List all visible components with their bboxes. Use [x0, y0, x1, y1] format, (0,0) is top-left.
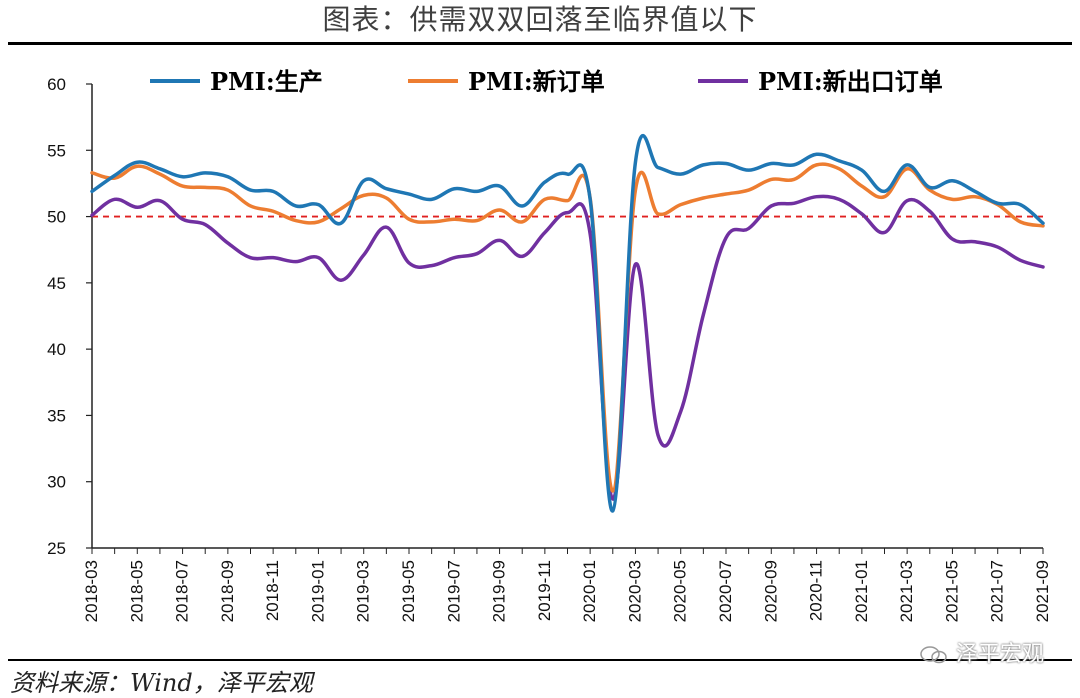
- x-tick-label: 2018-07: [173, 560, 192, 622]
- series-line-0: [90, 133, 1045, 513]
- x-tick-label: 2019-01: [308, 560, 327, 622]
- source-note: 资料来源：Wind，泽平宏观: [10, 669, 313, 697]
- watermark-text: 泽平宏观: [955, 642, 1044, 667]
- x-tick-label: 2021-01: [852, 560, 871, 622]
- y-tick-label: 50: [47, 208, 66, 227]
- y-tick-label: 25: [47, 539, 66, 558]
- legend-label-2: PMI:新出口订单: [758, 67, 943, 96]
- chart-axes: 25 30 35 40 45 50 55 60 2018-03 2018-05 2018-07 201…: [47, 75, 1052, 622]
- x-tick-label: 2020-07: [716, 560, 735, 622]
- x-tick-label: 2020-11: [807, 560, 826, 621]
- x-tick-label: 2018-05: [127, 560, 146, 622]
- x-tick-label: 2019-03: [354, 560, 373, 622]
- x-tick-label: 2020-09: [761, 560, 780, 622]
- y-tick-label: 55: [47, 141, 66, 160]
- y-tick-label: 35: [47, 406, 66, 425]
- x-tick-label: 2019-11: [535, 560, 554, 621]
- y-tick-label: 40: [47, 340, 66, 359]
- x-tick-label: 2021-09: [1033, 560, 1052, 622]
- x-tick-label: 2020-03: [625, 560, 644, 622]
- chart-title: 图表：供需双双回落至临界值以下: [322, 3, 758, 36]
- x-tick-label: 2020-01: [580, 560, 599, 622]
- x-tick-label: 2019-07: [444, 560, 463, 622]
- y-tick-label: 45: [47, 274, 66, 293]
- x-tick-label: 2018-03: [82, 560, 101, 622]
- x-tick-label: 2020-05: [671, 560, 690, 622]
- watermark: 泽平宏观: [919, 636, 1044, 668]
- legend-label-0: PMI:生产: [210, 67, 323, 96]
- y-tick-label: 30: [47, 473, 66, 492]
- y-tick-label: 60: [47, 75, 66, 94]
- title-rule: [8, 42, 1072, 45]
- wechat-icon: [920, 646, 947, 664]
- series-line-2: [90, 194, 1045, 501]
- x-tick-label: 2021-03: [897, 560, 916, 622]
- chart-series: [90, 133, 1045, 513]
- x-tick-label: 2018-09: [218, 560, 237, 622]
- x-tick-label: 2019-05: [399, 560, 418, 622]
- chart-legend: PMI:生产 PMI:新订单 PMI:新出口订单: [150, 67, 943, 96]
- x-tick-label: 2021-05: [942, 560, 961, 622]
- footer-rule: [8, 659, 1072, 661]
- x-tick-label: 2018-11: [263, 560, 282, 621]
- legend-label-1: PMI:新订单: [468, 67, 605, 96]
- x-tick-label: 2021-07: [988, 560, 1007, 622]
- line-chart: 25 30 35 40 45 50 55 60 2018-03 2018-05 2018-07 201…: [47, 67, 1052, 622]
- x-tick-label: 2019-09: [490, 560, 509, 622]
